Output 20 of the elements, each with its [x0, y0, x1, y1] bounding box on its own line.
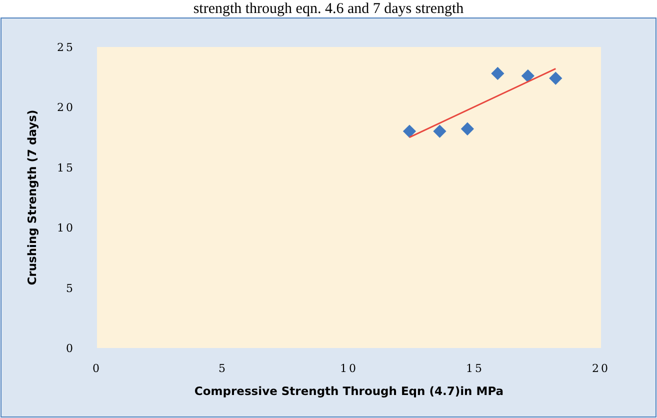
y-tick-label: 5: [66, 282, 75, 295]
x-tick-label: 10: [340, 362, 358, 375]
y-tick-label: 25: [57, 41, 75, 54]
point: [491, 66, 504, 80]
chart-title: strength through eqn. 4.6 and 7 days strength: [193, 1, 464, 17]
x-tick-label: 5: [218, 362, 228, 375]
y-axis-title: Crushing Strength (7 days): [25, 110, 39, 286]
y-tick-label: 15: [57, 161, 75, 174]
y-tick-label: 20: [57, 101, 75, 114]
point: [460, 122, 474, 136]
x-tick-label: 0: [92, 362, 102, 375]
x-tick-label: 15: [466, 362, 484, 375]
point: [521, 69, 534, 82]
y-tick-label: 0: [66, 342, 75, 355]
point: [402, 124, 416, 138]
point: [433, 124, 446, 138]
y-tick-label: 10: [57, 222, 75, 235]
point: [549, 72, 562, 85]
x-tick-label: 20: [592, 362, 610, 375]
x-axis-title: Compressive Strength Through Eqn (4.7)in MPa: [194, 384, 504, 398]
